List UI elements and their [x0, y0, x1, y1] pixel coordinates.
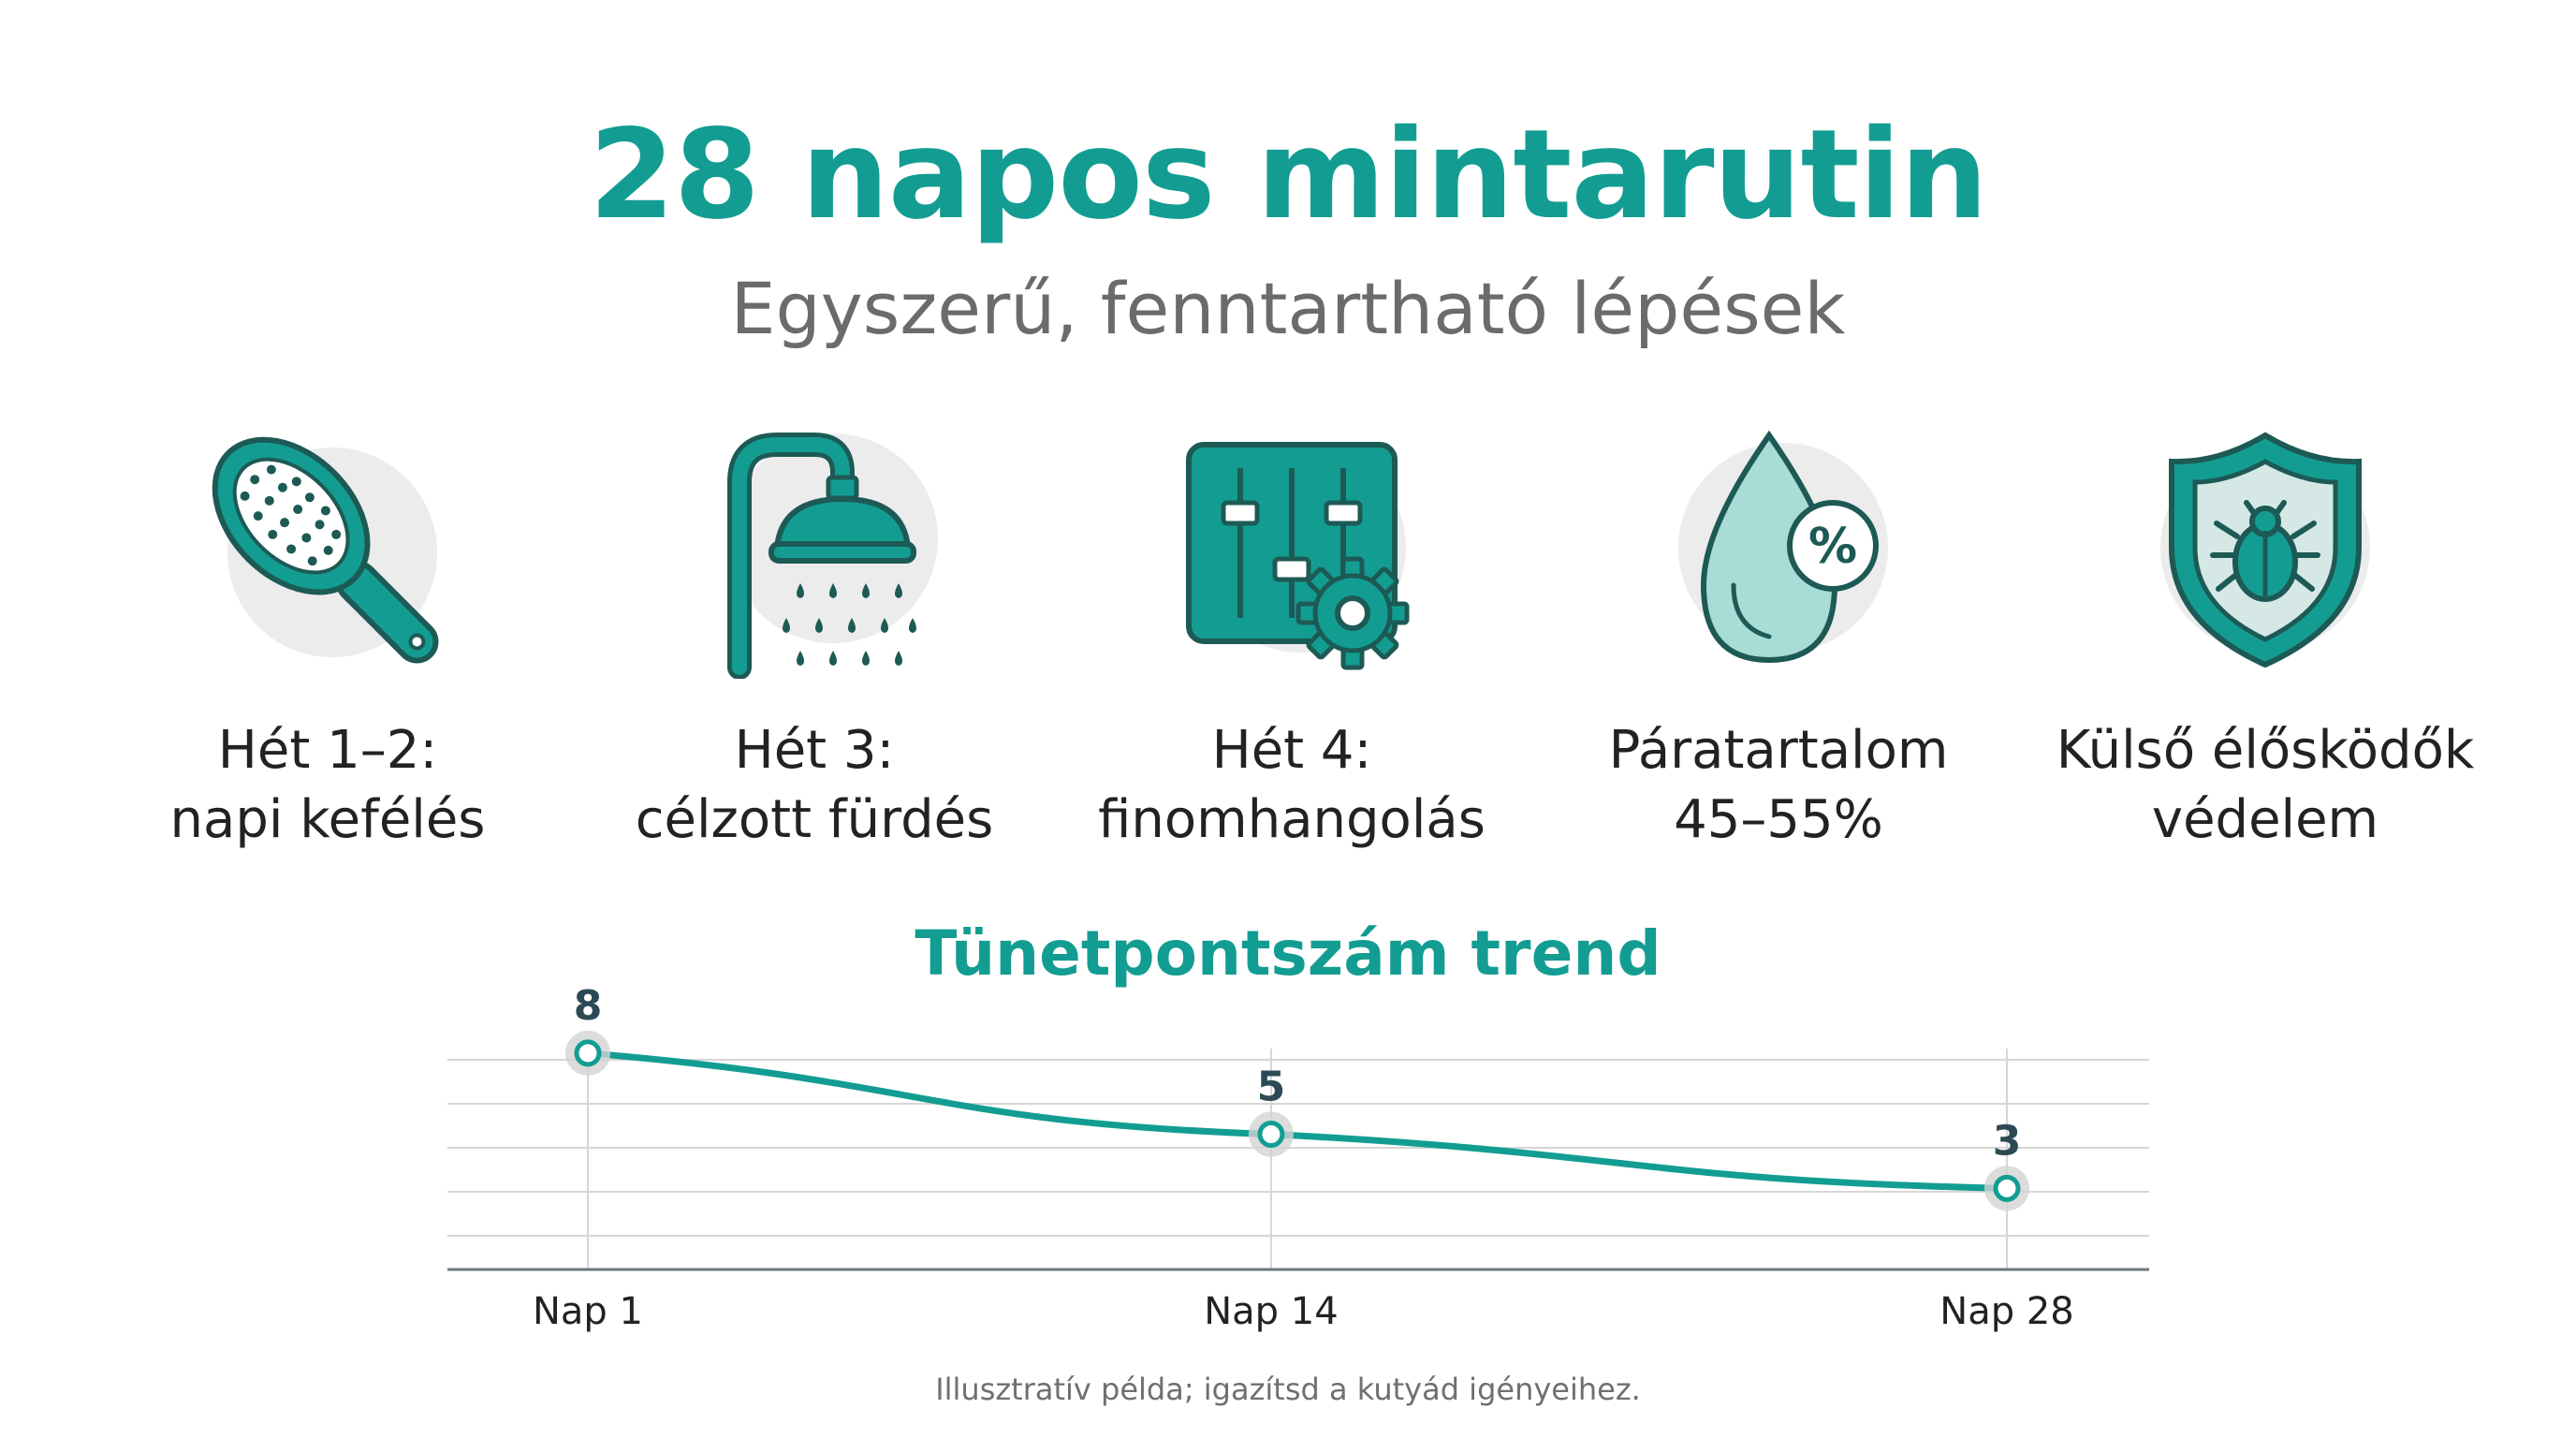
series-line — [584, 1049, 2011, 1192]
step-label-line2: napi kefélés — [169, 789, 486, 850]
x-tick-label: Nap 28 — [1939, 1290, 2073, 1333]
step-label-line2: célzott fürdés — [635, 789, 994, 850]
step-label-line1: Páratartalom — [1608, 720, 1949, 781]
data-point — [1257, 1121, 1285, 1149]
page-title: 28 napos mintarutin — [589, 103, 1988, 247]
chart-title: Tünetpontszám trend — [915, 917, 1661, 990]
data-label: 8 — [574, 983, 603, 1030]
svg-text:%: % — [1808, 519, 1857, 575]
step-label-line2: 45–55% — [1674, 789, 1883, 850]
footnote: Illusztratív példa; igazítsd a kutyád ig… — [935, 1372, 1641, 1407]
step-bathing: Hét 3: célzott fürdés — [580, 426, 1048, 855]
step-label-line1: Külső élősködők — [2056, 720, 2475, 781]
droplet-percent-icon: % — [1638, 426, 1919, 679]
x-tick-label: Nap 14 — [1204, 1290, 1338, 1333]
step-finetuning: Hét 4: finomhangolás — [1058, 426, 1526, 855]
sliders-gear-icon — [1151, 426, 1432, 679]
data-label: 5 — [1257, 1064, 1286, 1111]
symptom-trend-chart: 8 5 3 Nap 1 Nap 14 Nap 28 — [447, 983, 2149, 1333]
step-brushing: Hét 1–2: napi kefélés — [94, 426, 562, 855]
step-humidity: % Páratartalom 45–55% — [1544, 426, 2012, 855]
shower-icon — [674, 426, 955, 679]
data-point — [574, 1039, 602, 1067]
x-tick-label: Nap 1 — [533, 1290, 643, 1333]
step-label-line1: Hét 3: — [734, 720, 895, 781]
step-label-line1: Hét 1–2: — [217, 720, 438, 781]
step-label-line2: finomhangolás — [1098, 789, 1486, 850]
step-label-line1: Hét 4: — [1211, 720, 1372, 781]
data-label: 3 — [1993, 1117, 2022, 1165]
page-subtitle: Egyszerű, fenntartható lépések — [730, 267, 1846, 350]
step-label-line2: védelem — [2151, 789, 2379, 850]
step-parasite-protection: Külső élősködők védelem — [2031, 426, 2499, 855]
shield-bug-icon — [2125, 426, 2406, 679]
data-point — [1993, 1174, 2021, 1202]
hairbrush-icon — [187, 426, 468, 679]
